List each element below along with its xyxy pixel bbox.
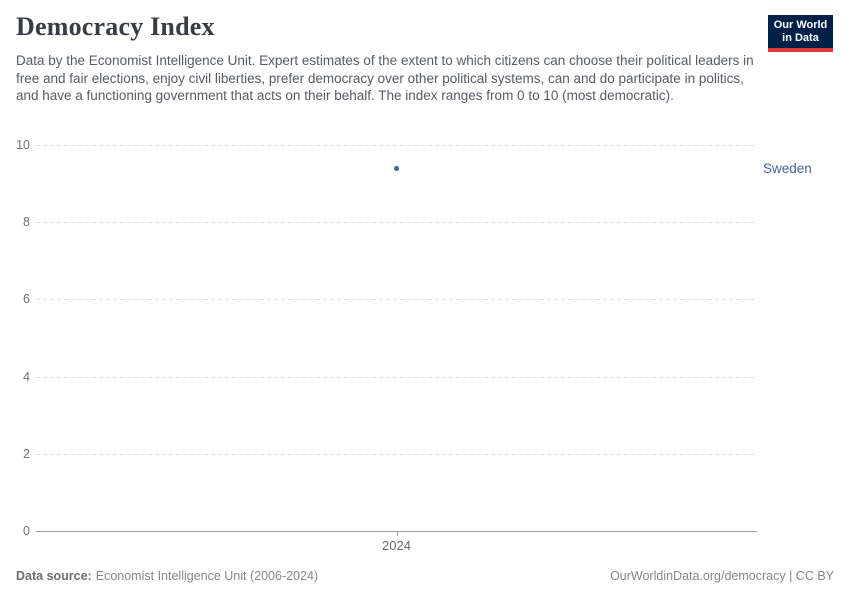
y-axis-tick-label: 2 [23,446,30,461]
page-title: Democracy Index [16,12,215,41]
y-axis-tick-label: 8 [23,215,30,230]
gridline [36,299,757,301]
data-source: Data source: Economist Intelligence Unit … [16,569,318,583]
x-axis-tick-label: 2024 [382,538,411,553]
chart-footer: Data source: Economist Intelligence Unit … [16,569,834,583]
data-point-sweden[interactable] [394,166,399,172]
gridline [36,453,757,455]
y-axis-tick-label: 10 [16,138,30,152]
gridline [36,376,757,378]
data-source-label: Data source: [16,569,92,583]
attribution-link[interactable]: OurWorldinData.org/democracy | CC BY [610,569,834,583]
y-axis-tick-label: 4 [23,369,30,384]
data-source-text: Economist Intelligence Unit (2006-2024) [95,569,319,583]
owid-logo[interactable]: Our World in Data [768,15,833,52]
y-axis-tick-label: 0 [23,524,30,538]
y-axis-tick-label: 6 [23,292,30,307]
x-axis-tick-mark [396,531,398,536]
gridline [36,222,757,224]
owid-logo-line1: Our World [773,19,828,31]
series-label-sweden[interactable]: Sweden [763,160,812,176]
chart-subtitle: Data by the Economist Intelligence Unit.… [16,53,754,103]
gridline [36,145,757,146]
owid-logo-line2: in Data [782,32,819,44]
